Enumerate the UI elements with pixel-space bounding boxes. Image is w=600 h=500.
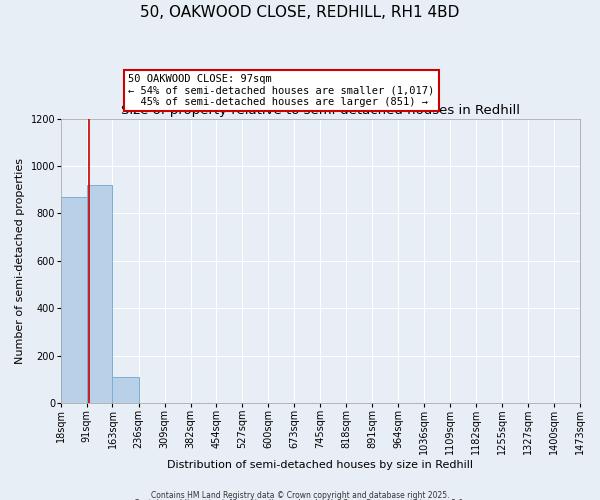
X-axis label: Distribution of semi-detached houses by size in Redhill: Distribution of semi-detached houses by … (167, 460, 473, 470)
Bar (61, 197, 87, 404)
Bar (87, 185, 112, 404)
Text: Contains public sector information licensed under the Open Government Licence v3: Contains public sector information licen… (134, 499, 466, 500)
Text: 50, OAKWOOD CLOSE, REDHILL, RH1 4BD: 50, OAKWOOD CLOSE, REDHILL, RH1 4BD (140, 5, 460, 20)
Y-axis label: Number of semi-detached properties: Number of semi-detached properties (15, 158, 25, 364)
Title: Size of property relative to semi-detached houses in Redhill: Size of property relative to semi-detach… (121, 104, 520, 118)
Bar (112, 377, 139, 404)
Text: Contains HM Land Registry data © Crown copyright and database right 2025.: Contains HM Land Registry data © Crown c… (151, 490, 449, 500)
Text: 50 OAKWOOD CLOSE: 97sqm
← 54% of semi-detached houses are smaller (1,017)
  45% : 50 OAKWOOD CLOSE: 97sqm ← 54% of semi-de… (128, 74, 434, 107)
